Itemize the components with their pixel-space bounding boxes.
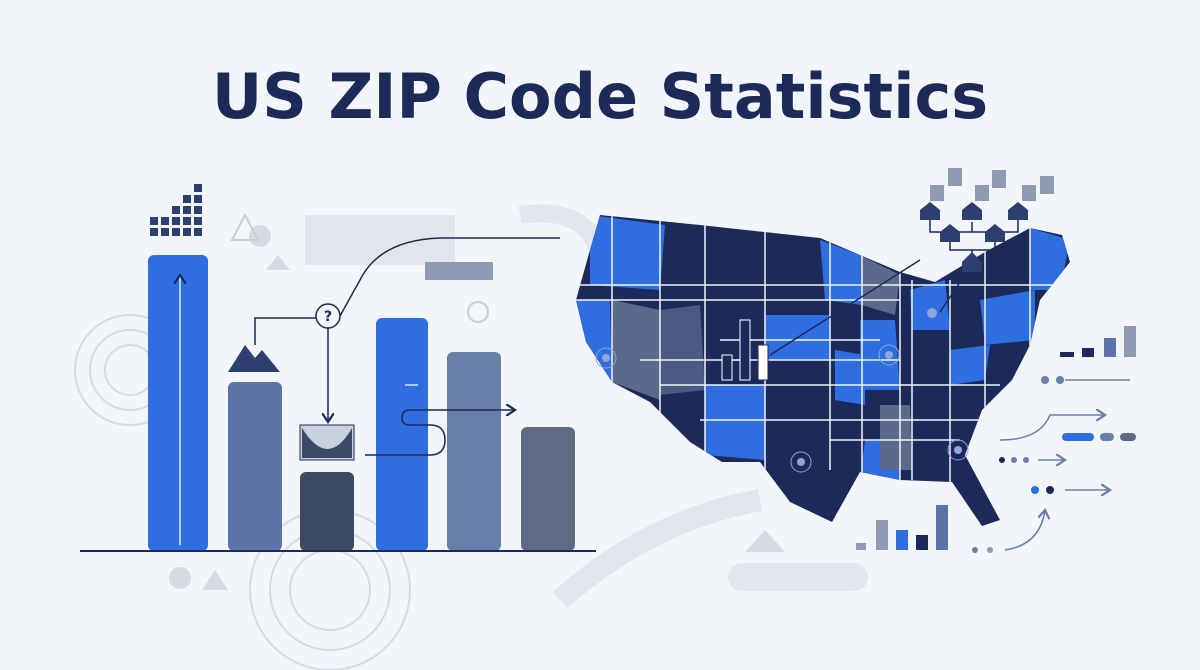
house-tree — [920, 168, 1054, 272]
grid-icon — [150, 184, 202, 236]
map-icons — [595, 259, 976, 473]
us-map — [576, 215, 1070, 526]
flow-lines — [254, 237, 560, 456]
valley-fill — [302, 428, 352, 458]
decor-rect — [425, 262, 493, 280]
question-icon — [315, 303, 341, 329]
title: US ZIP Code Statistics — [212, 60, 988, 133]
decor-triangle — [202, 570, 228, 590]
mini-charts — [856, 326, 1136, 553]
decor-triangle — [230, 212, 260, 241]
mountain-icon — [228, 345, 280, 372]
decor-circle — [169, 567, 191, 589]
decor-triangle — [266, 255, 290, 270]
decor-bars — [80, 255, 596, 552]
decor-circle — [467, 301, 489, 323]
decor-triangle — [745, 530, 785, 552]
question-mark: ? — [324, 309, 332, 325]
decor-circle — [249, 225, 271, 247]
decor-rect — [305, 215, 455, 265]
decor-rect — [728, 563, 868, 591]
